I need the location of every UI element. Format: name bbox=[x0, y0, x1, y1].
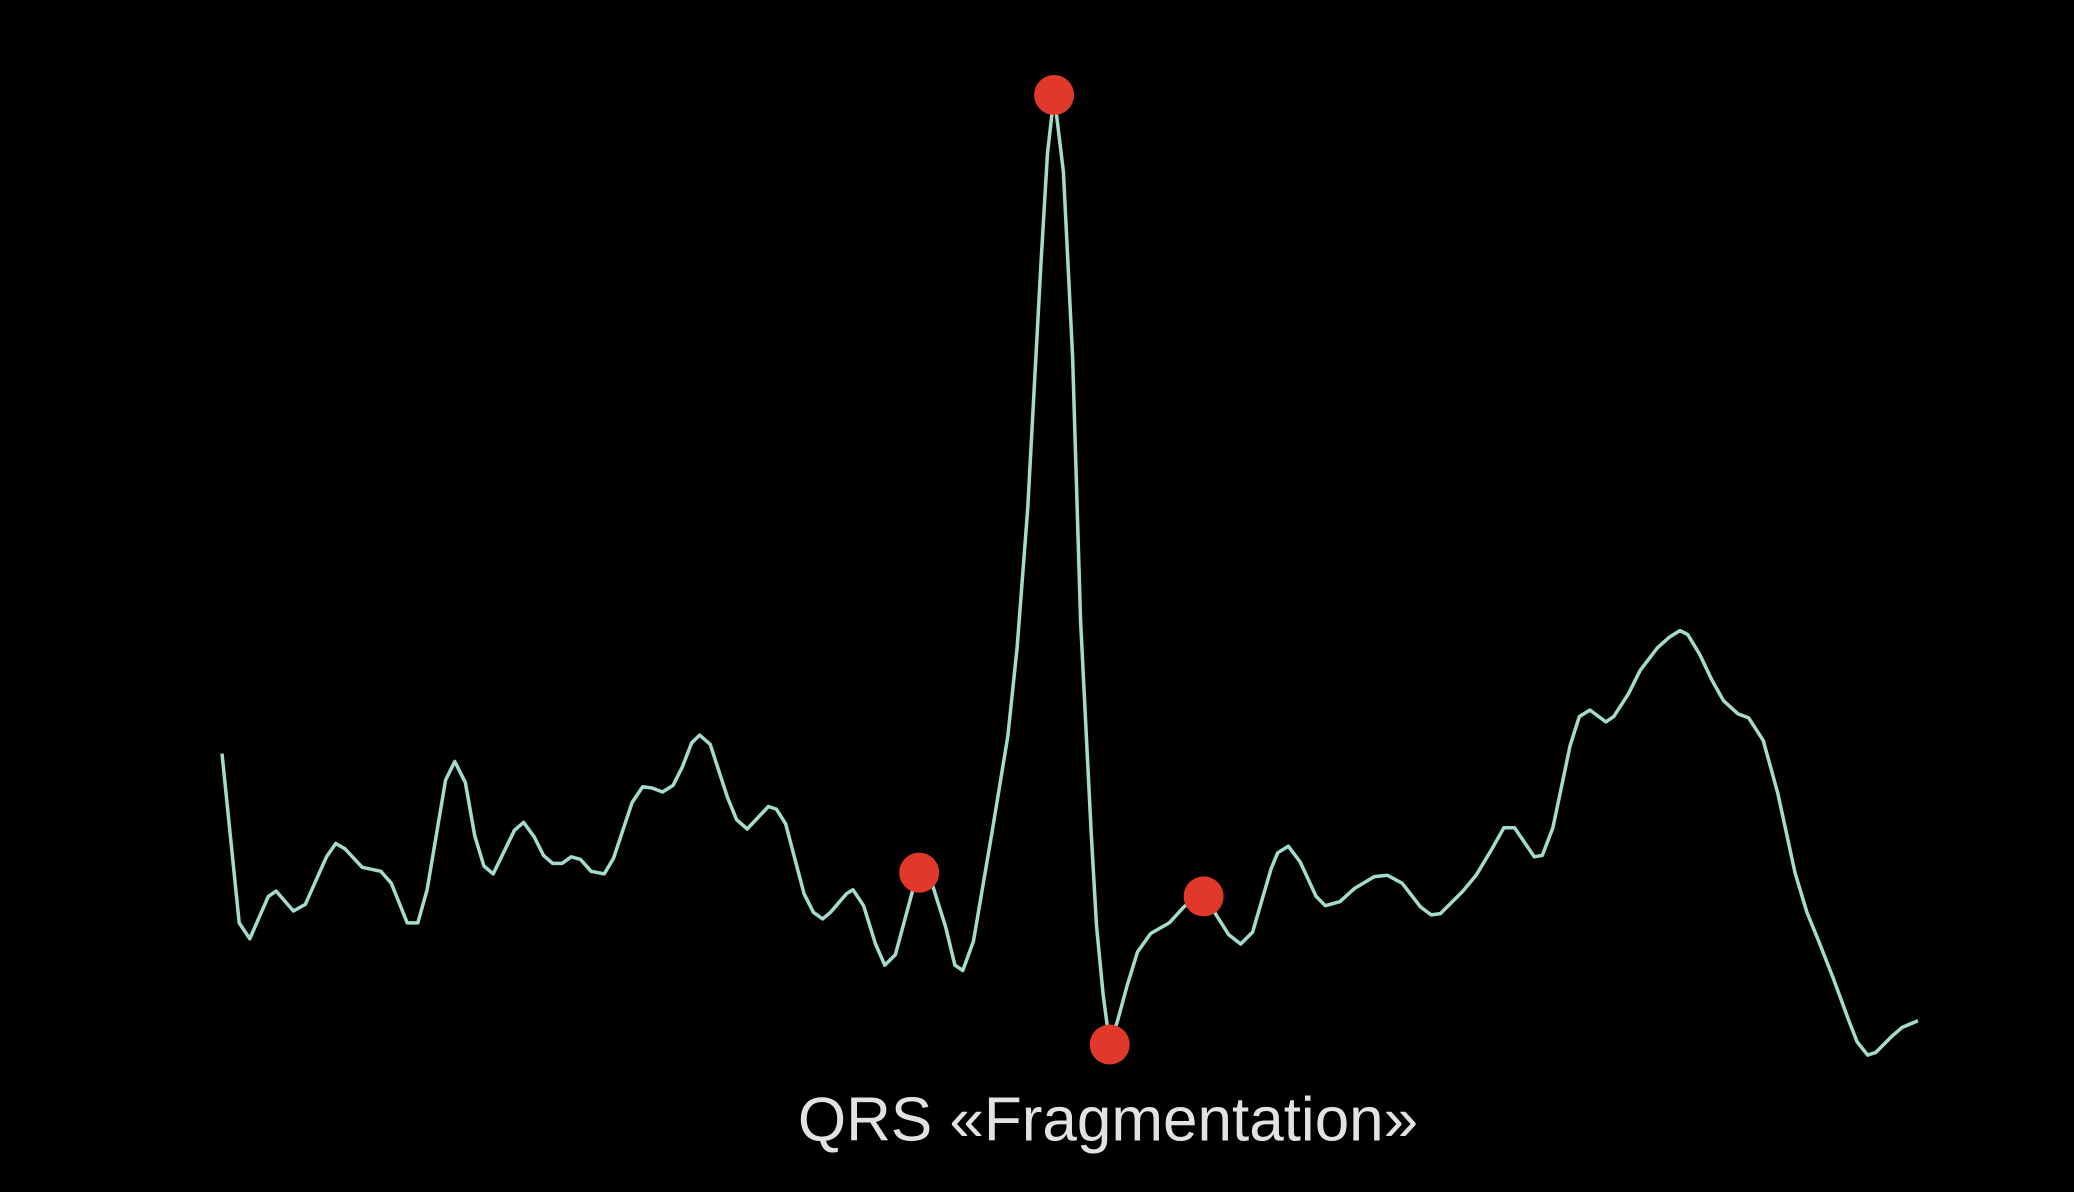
ecg-line bbox=[220, 93, 1919, 1057]
chart-title: QRS «Fragmentation» bbox=[798, 1085, 1418, 1154]
highlight-point bbox=[1034, 74, 1075, 115]
highlight-point bbox=[1183, 876, 1224, 917]
highlight-point bbox=[899, 852, 940, 893]
highlight-point bbox=[1089, 1024, 1130, 1065]
